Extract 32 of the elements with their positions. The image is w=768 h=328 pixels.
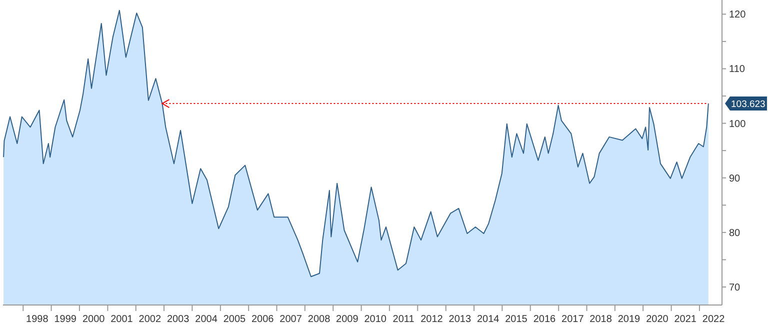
x-tick-label: 2008 bbox=[308, 314, 331, 325]
x-tick-label: 2009 bbox=[336, 314, 359, 325]
x-tick-label: 2003 bbox=[166, 314, 190, 325]
x-tick-label: 2022 bbox=[702, 314, 726, 325]
x-tick-label: 2005 bbox=[223, 314, 246, 325]
y-tick-label: 90 bbox=[729, 173, 741, 184]
x-tick-label: 2018 bbox=[590, 314, 612, 325]
y-tick-label: 100 bbox=[729, 118, 746, 130]
ref-line-label: 103.623 bbox=[731, 99, 766, 110]
x-tick-label: 2004 bbox=[195, 314, 218, 325]
x-tick-label: 2014 bbox=[476, 314, 500, 325]
y-tick-label: 120 bbox=[729, 10, 746, 21]
x-tick-label: 2019 bbox=[618, 314, 641, 325]
x-tick-label: 2020 bbox=[646, 314, 669, 325]
x-tick-label: 2016 bbox=[533, 314, 556, 325]
y-tick-label: 110 bbox=[729, 64, 746, 76]
x-tick-label: 2007 bbox=[280, 314, 302, 325]
x-tick-label: 1999 bbox=[54, 314, 77, 325]
x-tick-label: 2001 bbox=[110, 314, 134, 325]
x-tick-label: 2017 bbox=[562, 314, 584, 325]
x-tick-label: 2021 bbox=[674, 314, 697, 325]
x-tick-label: 2012 bbox=[420, 314, 444, 325]
y-tick-label: 70 bbox=[729, 282, 741, 294]
x-tick-label: 2013 bbox=[448, 314, 472, 325]
x-tick-label: 1998 bbox=[26, 314, 49, 325]
x-tick-label: 2010 bbox=[364, 314, 387, 325]
x-tick-label: 2006 bbox=[252, 314, 274, 325]
x-tick-label: 2011 bbox=[392, 314, 415, 325]
x-tick-label: 2015 bbox=[505, 314, 528, 325]
x-tick-label: 2002 bbox=[138, 314, 162, 325]
x-tick-label: 2000 bbox=[82, 314, 106, 325]
y-tick-label: 80 bbox=[729, 228, 741, 239]
